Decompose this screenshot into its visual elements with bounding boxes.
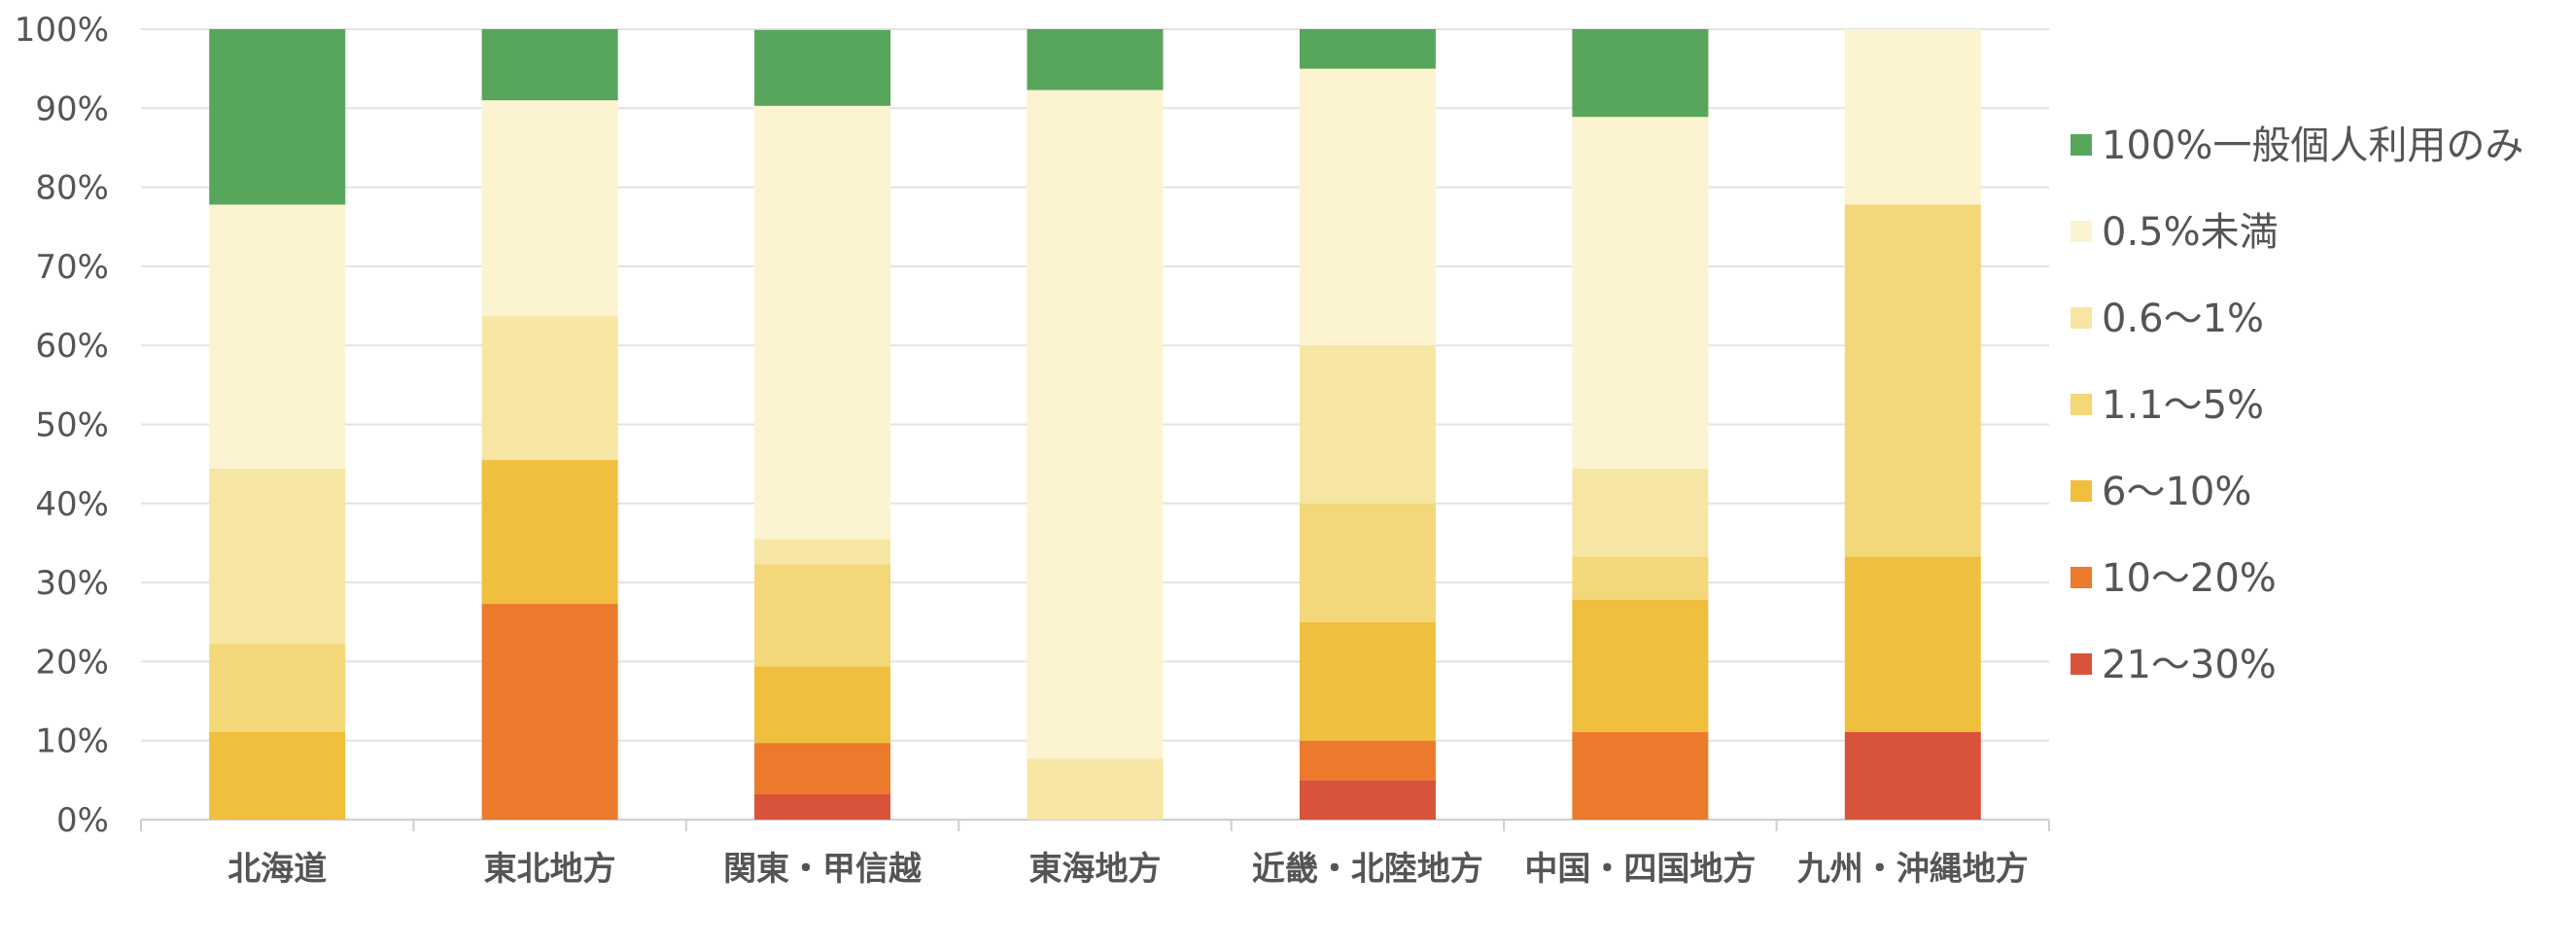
bar-segment <box>1027 89 1164 759</box>
y-tick-label: 0% <box>56 801 109 840</box>
bar-segment <box>754 564 891 667</box>
bar-segment <box>1572 117 1709 470</box>
bar-segment <box>481 460 618 605</box>
bar-segment <box>754 743 891 794</box>
bars <box>209 29 1981 820</box>
y-tick-label: 70% <box>35 248 109 287</box>
legend-label: 10～20% <box>2102 556 2277 601</box>
bar-segment <box>1844 29 1981 205</box>
bar-segment <box>1572 731 1709 820</box>
y-tick-label: 90% <box>35 89 109 128</box>
bar-segment <box>1844 731 1981 820</box>
x-category-label: 東海地方 <box>1029 850 1162 889</box>
x-category-label: 東北地方 <box>484 850 616 889</box>
bar-segment <box>1572 29 1709 118</box>
bar-segment <box>1572 469 1709 557</box>
y-tick-label: 60% <box>35 327 109 366</box>
legend-swatch <box>2071 653 2092 675</box>
legend-swatch <box>2071 480 2092 502</box>
y-tick-label: 10% <box>35 722 109 761</box>
bar-segment <box>754 666 891 744</box>
legend: 100%一般個人利用のみ 0.5%未満 0.6～1% 1.1～5% 6～10% 10～20… <box>2071 123 2524 687</box>
y-tick-label: 50% <box>35 406 109 445</box>
axes: 0% 10% 20% 30% 40% 50% 60% 70% 80% 90% 100% 北海道 東北地方… <box>15 11 2050 889</box>
bar-segment <box>209 731 346 820</box>
bar-segment <box>754 539 891 565</box>
legend-swatch <box>2071 394 2092 415</box>
bar-segment <box>1027 29 1164 90</box>
bar-segment <box>481 29 618 101</box>
bar-segment <box>481 100 618 317</box>
legend-swatch <box>2071 567 2092 588</box>
y-tick-label: 80% <box>35 169 109 208</box>
bar-segment <box>209 469 346 645</box>
legend-label: 6～10% <box>2102 470 2251 514</box>
bar-segment <box>1844 204 1981 557</box>
bar-segment <box>481 316 618 461</box>
legend-label: 100%一般個人利用のみ <box>2102 123 2524 168</box>
x-category-label: 近畿・北陸地方 <box>1252 850 1483 889</box>
bar-segment <box>1844 556 1981 732</box>
y-tick-label: 30% <box>35 564 109 603</box>
legend-label: 21～30% <box>2102 643 2277 687</box>
bar-segment <box>1299 621 1436 741</box>
x-category-label: 中国・四国地方 <box>1524 850 1756 889</box>
y-tick-label: 100% <box>15 11 109 50</box>
bar-segment <box>481 604 618 820</box>
bar-segment <box>754 105 891 540</box>
x-category-label: 北海道 <box>227 850 327 889</box>
bar-segment <box>1299 29 1436 69</box>
legend-swatch <box>2071 221 2092 242</box>
bar-segment <box>1299 740 1436 781</box>
legend-swatch <box>2071 307 2092 329</box>
bar-segment <box>209 204 346 470</box>
bar-segment <box>1299 345 1436 504</box>
bar-segment <box>209 644 346 732</box>
x-category-label: 九州・沖縄地方 <box>1797 850 2029 889</box>
bar-segment <box>209 29 346 205</box>
y-tick-label: 40% <box>35 485 109 524</box>
legend-swatch <box>2071 134 2092 156</box>
bar-segment <box>1572 599 1709 732</box>
bar-segment <box>1299 68 1436 346</box>
bar-segment <box>1299 503 1436 622</box>
x-category-label: 関東・甲信越 <box>723 850 922 889</box>
bar-segment <box>754 29 891 106</box>
legend-label: 0.5%未満 <box>2102 210 2279 255</box>
legend-label: 0.6～1% <box>2102 297 2264 341</box>
bar-segment <box>1027 758 1164 820</box>
bar-segment <box>1299 780 1436 820</box>
bar-segment <box>754 793 891 820</box>
y-tick-label: 20% <box>35 643 109 682</box>
legend-label: 1.1～5% <box>2102 383 2264 428</box>
bar-segment <box>1572 556 1709 600</box>
